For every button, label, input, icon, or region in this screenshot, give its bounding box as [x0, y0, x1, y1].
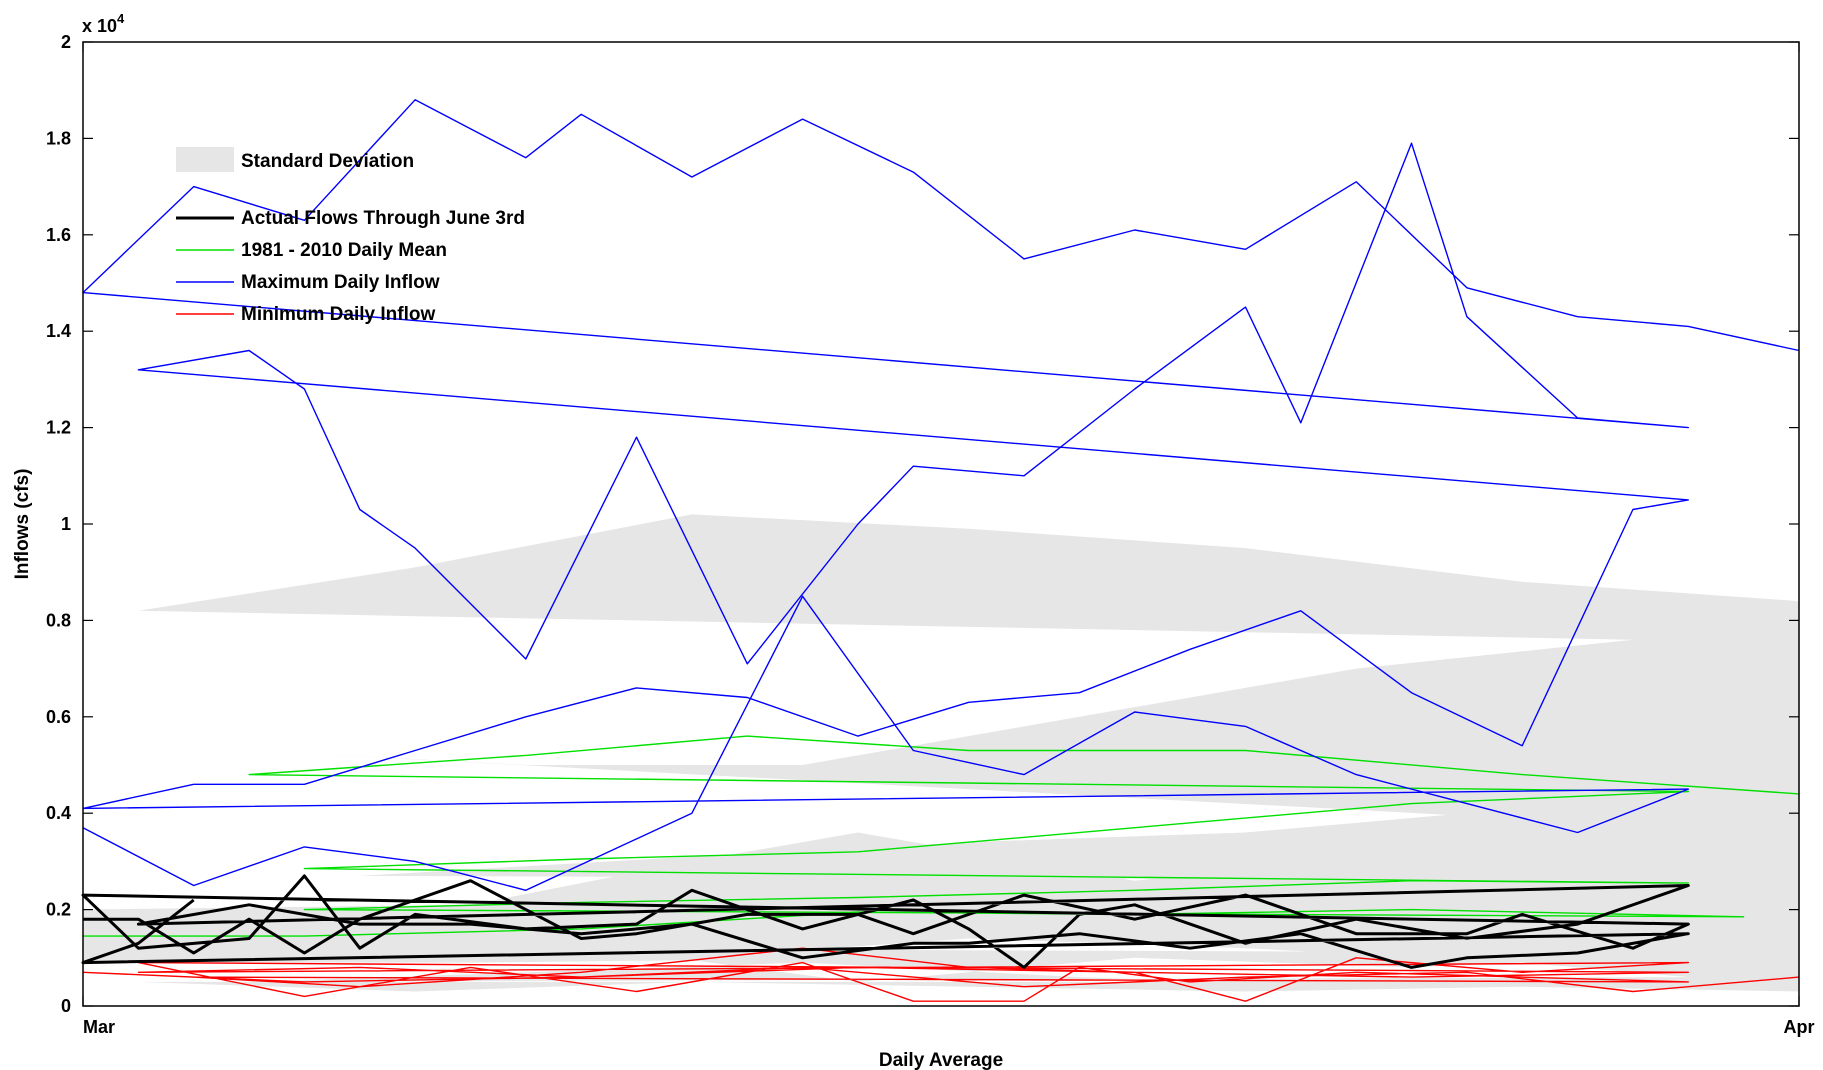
y-tick-label: 1.6: [46, 225, 71, 245]
y-axis-label: Inflows (cfs): [12, 469, 33, 580]
y-multiplier-exponent: 4: [117, 11, 125, 26]
y-axis-ticks: 0 0.2 0.4 0.6 0.8 1 1.2 1.4 1.6 1.8 2: [46, 32, 1799, 1016]
legend-label-actual-flows-through-june-3rd: Actual Flows Through June 3rd: [241, 208, 525, 229]
x-tick-label: Apr: [1784, 1017, 1815, 1037]
y-tick-label: 1.4: [46, 321, 71, 341]
y-tick-label: 0.4: [46, 803, 71, 823]
y-tick-label: 1: [61, 514, 71, 534]
y-tick-label: 1.8: [46, 128, 71, 148]
series-line-actual-flows-through-june-3rd: [81, 874, 1690, 969]
x-axis-label: Daily Average: [879, 1050, 1003, 1070]
x-tick-label: Mar: [83, 1017, 115, 1037]
legend: Standard Deviation Actual Flows Through J…: [176, 147, 525, 325]
legend-swatch-std-dev: [176, 147, 234, 172]
std-dev-band: [83, 514, 1799, 992]
legend-label-std-dev: Standard Deviation: [241, 151, 414, 172]
std-dev-band-layer: [83, 514, 1799, 992]
legend-label-1981-2010-daily-mean: 1981 - 2010 Daily Mean: [241, 240, 447, 261]
y-multiplier-label: x 104: [82, 11, 125, 36]
x-axis-ticks: MarAprMayJunJul: [82, 42, 1815, 1037]
series-line-maximum-daily-inflow: [82, 99, 1800, 891]
y-tick-label: 0: [61, 996, 71, 1016]
y-tick-label: 0.2: [46, 900, 71, 920]
y-tick-label: 0.6: [46, 707, 71, 727]
legend-label-minimum-daily-inflow: Minimum Daily Inflow: [241, 304, 435, 325]
y-tick-label: 1.2: [46, 418, 71, 438]
y-tick-label: 0.8: [46, 610, 71, 630]
legend-label-maximum-daily-inflow: Maximum Daily Inflow: [241, 272, 440, 293]
series-line-minimum-daily-inflow: [82, 947, 1800, 1002]
series-lines-layer: [81, 99, 1800, 1002]
y-tick-label: 2: [61, 32, 71, 52]
